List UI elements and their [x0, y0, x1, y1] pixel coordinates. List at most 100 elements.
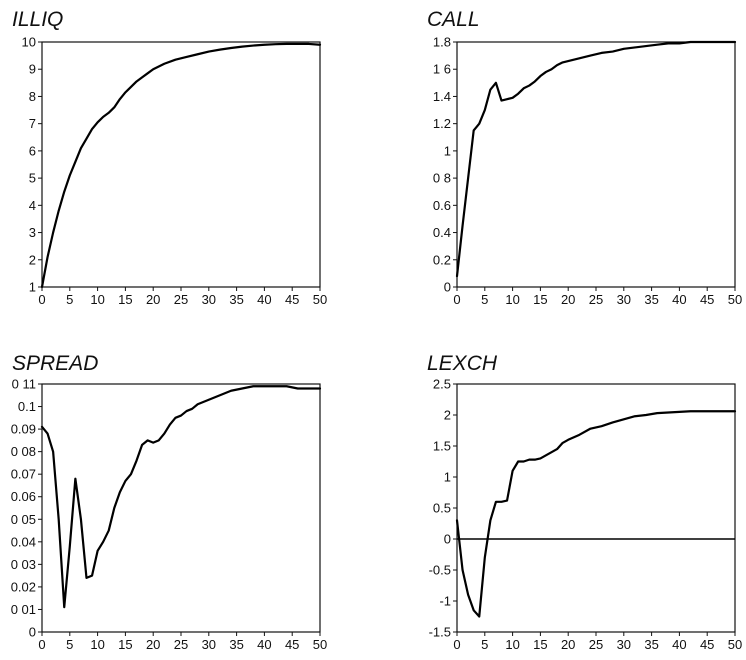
illiq-series-line: [40, 42, 322, 289]
illiq-y-tick-label: 8: [29, 89, 36, 104]
call-y-tick-label: 1 6: [433, 62, 451, 77]
call-y-tick-label: 1.2: [433, 116, 451, 131]
spread-y-tick-label: 0.02: [11, 579, 36, 594]
spread-x-tick-label: 40: [257, 637, 271, 652]
spread-y-tick-label: 0 05: [11, 512, 36, 527]
call-y-tick-label: 1: [444, 143, 451, 158]
lexch-y-tick-label: -1.5: [429, 625, 451, 640]
call-y-tick-label: 0.2: [433, 252, 451, 267]
lexch-x-tick-label: 10: [505, 637, 519, 652]
lexch-x-tick-label: 50: [728, 637, 742, 652]
lexch-y-tick-label: -1: [439, 594, 451, 609]
illiq-plot-frame: [41, 41, 321, 288]
call-y-tick-label: 1.8: [433, 35, 451, 50]
call-x-tick-label: 20: [561, 292, 575, 307]
lexch-x-tick-label: 45: [700, 637, 714, 652]
spread-title: SPREAD: [12, 352, 98, 375]
spread-plot-frame: [41, 383, 321, 633]
spread-series-line: [40, 385, 322, 609]
lexch-x-tick-label: 30: [617, 637, 631, 652]
spread-y-tick-label: 0.09: [11, 422, 36, 437]
call-x-tick-label: 50: [728, 292, 742, 307]
spread-y-tick-label: 0.06: [11, 489, 36, 504]
call-x-tick-label: 25: [589, 292, 603, 307]
spread-y-tick-label: 0.07: [11, 467, 36, 482]
call-x-tick-label: 10: [505, 292, 519, 307]
spread-y-tick-label: 0.04: [11, 534, 36, 549]
lexch-x-tick-label: 0: [453, 637, 460, 652]
spread-x-tick-label: 35: [229, 637, 243, 652]
spread-y-tick-label: 0 08: [11, 444, 36, 459]
illiq-y-tick-label: 4: [29, 198, 36, 213]
lexch-x-tick-label: 15: [533, 637, 547, 652]
spread-x-tick-label: 50: [313, 637, 327, 652]
lexch-x-tick-label: 5: [481, 637, 488, 652]
call-x-tick-label: 5: [481, 292, 488, 307]
spread-y-tick-label: 0.1: [18, 399, 36, 414]
spread-x-tick-label: 45: [285, 637, 299, 652]
illiq-y-tick-label: 10: [22, 35, 36, 50]
illiq-x-tick-label: 20: [146, 292, 160, 307]
illiq-x-tick-label: 25: [174, 292, 188, 307]
lexch-x-tick-label: 25: [589, 637, 603, 652]
spread-x-tick-label: 20: [146, 637, 160, 652]
call-series-line: [455, 40, 737, 278]
lexch-y-tick-label: 1.5: [433, 439, 451, 454]
lexch-y-tick-label: 0.5: [433, 501, 451, 516]
call-x-tick-label: 40: [672, 292, 686, 307]
spread-x-tick-label: 5: [66, 637, 73, 652]
illiq-y-tick-label: 7: [29, 116, 36, 131]
lexch-y-tick-label: 2.5: [433, 377, 451, 392]
lexch-x-tick-label: 35: [644, 637, 658, 652]
spread-x-tick-label: 25: [174, 637, 188, 652]
illiq-y-tick-label: 9: [29, 62, 36, 77]
call-x-tick-label: 45: [700, 292, 714, 307]
call-x-tick-label: 30: [617, 292, 631, 307]
call-title: CALL: [427, 8, 480, 31]
lexch-series-line: [455, 410, 737, 618]
spread-x-tick-label: 15: [118, 637, 132, 652]
call-y-tick-label: 0 8: [433, 171, 451, 186]
illiq-y-tick-label: 6: [29, 143, 36, 158]
call-y-tick-label: 0.4: [433, 225, 451, 240]
lexch-plot-frame: [456, 383, 736, 633]
illiq-y-tick-label: 5: [29, 171, 36, 186]
call-plot-frame: [456, 41, 736, 288]
spread-x-tick-label: 0: [38, 637, 45, 652]
illiq-y-tick-label: 2: [29, 252, 36, 267]
call-y-tick-label: 1.4: [433, 89, 451, 104]
call-x-tick-label: 35: [644, 292, 658, 307]
panel-lexch: LEXCH -1.5 -1 -0.5 0 0.5 1 1.5 2 2.5 0 5 10 15 20 25 30 3…: [427, 352, 742, 652]
panel-spread: SPREAD 0 0 01 0.02 0 03 0.04 0 05 0.06 0.07 0 08 0…: [11, 352, 328, 652]
illiq-x-tick-label: 15: [118, 292, 132, 307]
illiq-x-tick-label: 0: [38, 292, 45, 307]
call-y-tick-label: 0: [444, 280, 451, 295]
spread-y-tick-label: 0 03: [11, 557, 36, 572]
spread-y-tick-label: 0 01: [11, 602, 36, 617]
illiq-x-tick-label: 45: [285, 292, 299, 307]
lexch-y-tick-label: 0: [444, 532, 451, 547]
lexch-y-tick-label: 2: [444, 408, 451, 423]
illiq-y-tick-label: 3: [29, 225, 36, 240]
lexch-y-tick-label: -0.5: [429, 563, 451, 578]
illiq-x-tick-label: 5: [66, 292, 73, 307]
lexch-title: LEXCH: [427, 352, 498, 375]
spread-x-tick-label: 30: [202, 637, 216, 652]
call-y-tick-label: 0.6: [433, 198, 451, 213]
panel-call: CALL 0 0.2 0.4 0.6 0 8 1 1.2 1.4 1 6 1.8 0 5 10 15 20 25…: [427, 8, 742, 307]
call-x-tick-label: 0: [453, 292, 460, 307]
lexch-x-tick-label: 20: [561, 637, 575, 652]
illiq-x-tick-label: 10: [90, 292, 104, 307]
spread-y-tick-label: 0 11: [12, 377, 36, 392]
call-x-tick-label: 15: [533, 292, 547, 307]
illiq-x-tick-label: 35: [229, 292, 243, 307]
spread-y-tick-label: 0: [29, 625, 36, 640]
illiq-x-tick-label: 50: [313, 292, 327, 307]
illiq-x-tick-label: 40: [257, 292, 271, 307]
lexch-x-tick-label: 40: [672, 637, 686, 652]
illiq-title: ILLIQ: [12, 8, 63, 31]
lexch-y-tick-label: 1: [444, 470, 451, 485]
illiq-x-tick-label: 30: [202, 292, 216, 307]
